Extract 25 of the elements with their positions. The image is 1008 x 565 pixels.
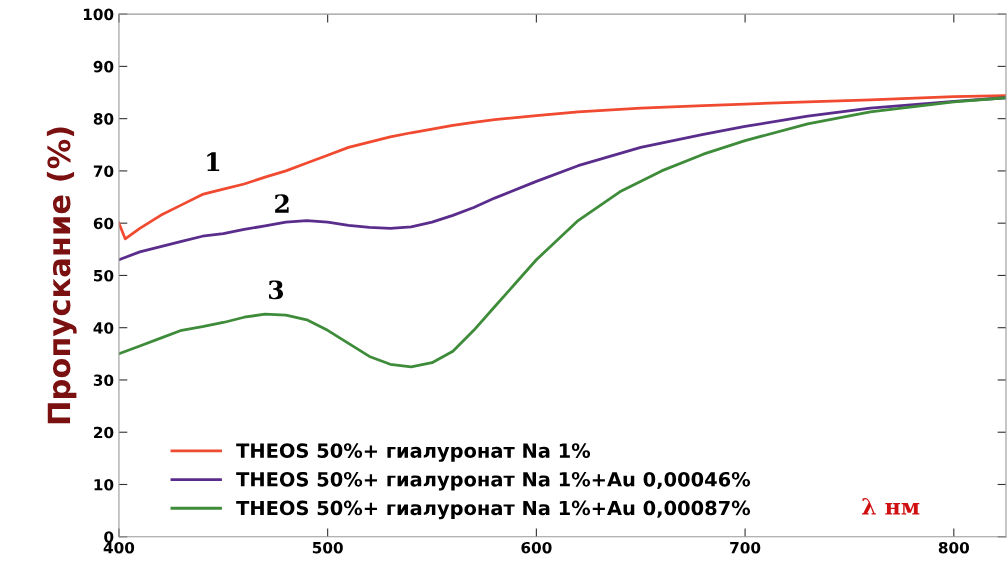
x-tick-label: 600 xyxy=(521,541,552,554)
y-tick-label: 60 xyxy=(93,217,114,230)
y-tick-label: 20 xyxy=(94,426,114,439)
legend-label: THEOS 50%+ гиалуронат Na 1%+Au 0,00087% xyxy=(236,500,751,520)
y-tick-label: 30 xyxy=(93,374,114,386)
y-tick-label: 40 xyxy=(93,322,114,334)
annotation: 1 xyxy=(207,152,220,171)
x-axis-title: λ нм xyxy=(862,498,920,515)
x-tick-label: 700 xyxy=(730,541,761,554)
line-series xyxy=(118,96,1006,369)
y-tick-label: 80 xyxy=(93,113,114,125)
y-tick-label: 10 xyxy=(94,478,114,491)
y-tick-label: 0 xyxy=(104,531,114,543)
legend-label: THEOS 50%+ гиалуронат Na 1% xyxy=(236,443,591,462)
x-tick-label: 500 xyxy=(312,541,343,554)
y-tick-label: 90 xyxy=(93,60,114,73)
y-tick-label: 50 xyxy=(94,269,114,282)
annotation: 2 xyxy=(275,194,289,213)
annotation: 3 xyxy=(269,280,284,300)
y-axis-title: Пропускание (%) xyxy=(46,127,77,424)
legend-label: THEOS 50%+ гиалуронат Na 1%+Au 0,00046% xyxy=(236,471,751,491)
x-tick-label: 800 xyxy=(938,541,970,554)
y-tick-label: 70 xyxy=(93,165,114,177)
x-tick-label: 400 xyxy=(103,541,135,554)
y-tick-label: 100 xyxy=(83,8,114,21)
